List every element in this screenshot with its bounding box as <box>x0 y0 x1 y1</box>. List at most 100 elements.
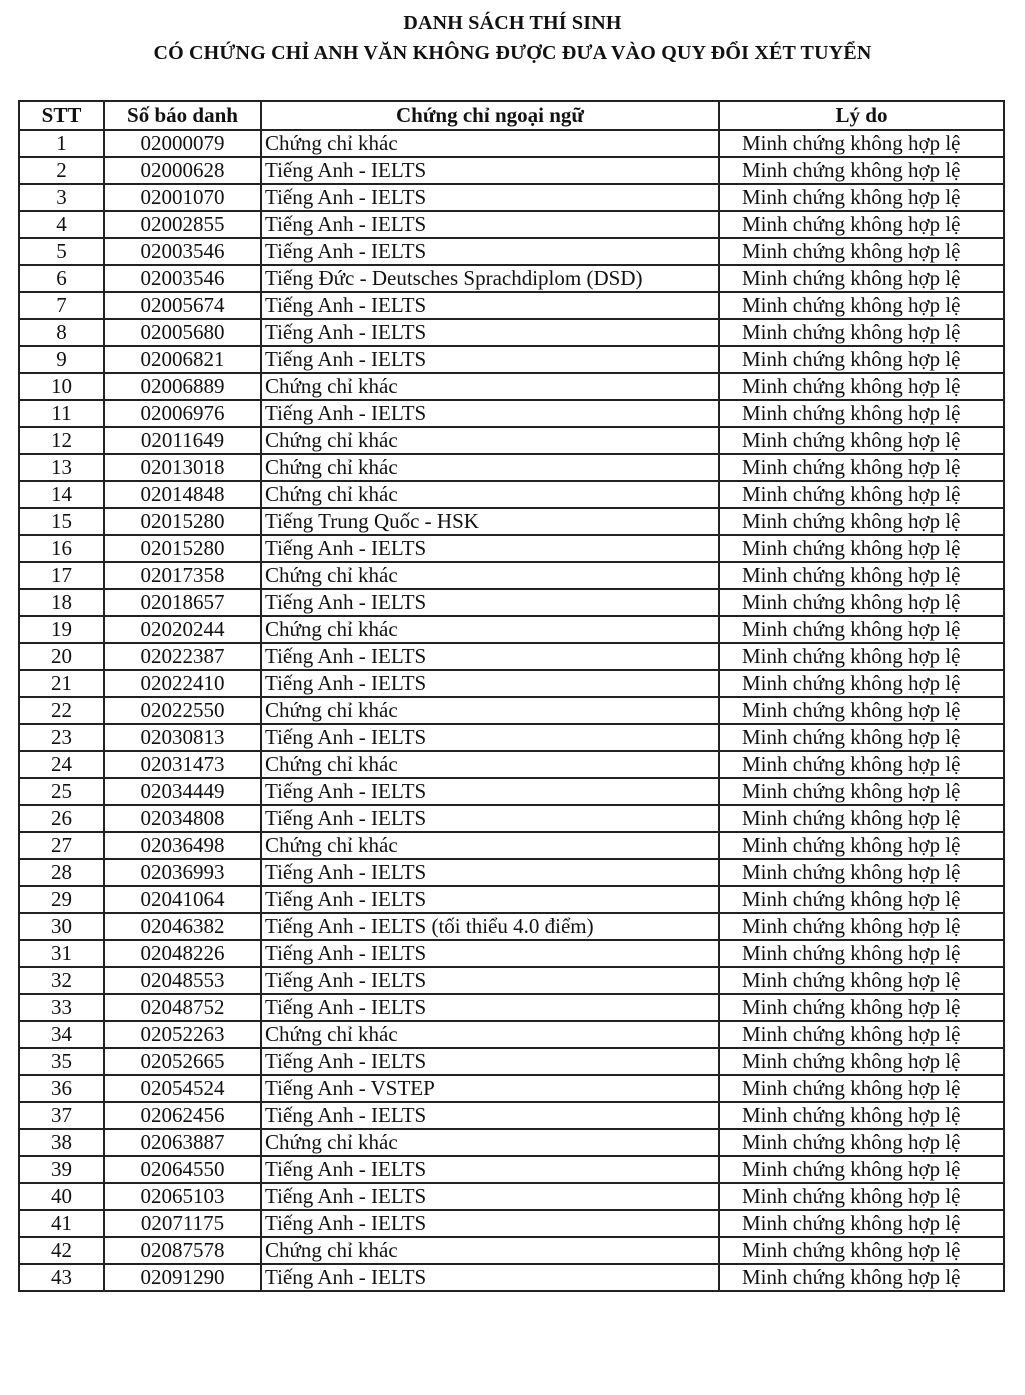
cell-registration-number: 02064550 <box>103 1155 262 1184</box>
table-row: 27 02036498 Chứng chỉ khác Minh chứng không… <box>18 831 1005 860</box>
table-row: 13 02013018 Chứng chỉ khác Minh chứng không… <box>18 453 1005 482</box>
document-subtitle: CÓ CHỨNG CHỈ ANH VĂN KHÔNG ĐƯỢC ĐƯA VÀO … <box>153 42 872 64</box>
cell-reason: Minh chứng không hợp lệ <box>718 723 1005 752</box>
cell-stt: 5 <box>18 237 105 266</box>
table-row: 19 02020244 Chứng chỉ khác Minh chứng không… <box>18 615 1005 644</box>
cell-registration-number: 02048752 <box>103 993 262 1022</box>
table-row: 24 02031473 Chứng chỉ khác Minh chứng không… <box>18 750 1005 779</box>
cell-stt: 2 <box>18 156 105 185</box>
cell-registration-number: 02001070 <box>103 183 262 212</box>
cell-certificate: Chứng chỉ khác <box>260 1020 720 1049</box>
cell-stt: 8 <box>18 318 105 347</box>
cell-registration-number: 02065103 <box>103 1182 262 1211</box>
cell-registration-number: 02048226 <box>103 939 262 968</box>
cell-stt: 39 <box>18 1155 105 1184</box>
candidate-table: STT Số báo danh Chứng chỉ ngoại ngữ Lý d… <box>18 100 1005 1292</box>
cell-certificate: Tiếng Anh - IELTS <box>260 183 720 212</box>
cell-certificate: Tiếng Anh - IELTS <box>260 1047 720 1076</box>
cell-registration-number: 02011649 <box>103 426 262 455</box>
cell-certificate: Tiếng Anh - IELTS <box>260 210 720 239</box>
cell-reason: Minh chứng không hợp lệ <box>718 264 1005 293</box>
cell-stt: 28 <box>18 858 105 887</box>
cell-registration-number: 02063887 <box>103 1128 262 1157</box>
cell-registration-number: 02005674 <box>103 291 262 320</box>
cell-reason: Minh chứng không hợp lệ <box>718 534 1005 563</box>
cell-stt: 26 <box>18 804 105 833</box>
cell-stt: 38 <box>18 1128 105 1157</box>
cell-certificate: Tiếng Trung Quốc - HSK <box>260 507 720 536</box>
cell-registration-number: 02006889 <box>103 372 262 401</box>
cell-registration-number: 02034449 <box>103 777 262 806</box>
table-row: 16 02015280 Tiếng Anh - IELTS Minh chứng kh… <box>18 534 1005 563</box>
table-row: 34 02052263 Chứng chỉ khác Minh chứng không… <box>18 1020 1005 1049</box>
cell-certificate: Tiếng Anh - IELTS <box>260 642 720 671</box>
cell-certificate: Tiếng Anh - IELTS <box>260 291 720 320</box>
cell-certificate: Tiếng Anh - IELTS <box>260 993 720 1022</box>
table-row: 29 02041064 Tiếng Anh - IELTS Minh chứng kh… <box>18 885 1005 914</box>
cell-stt: 9 <box>18 345 105 374</box>
table-row: 39 02064550 Tiếng Anh - IELTS Minh chứng kh… <box>18 1155 1005 1184</box>
table-row: 38 02063887 Chứng chỉ khác Minh chứng không… <box>18 1128 1005 1157</box>
cell-reason: Minh chứng không hợp lệ <box>718 993 1005 1022</box>
cell-stt: 29 <box>18 885 105 914</box>
cell-registration-number: 02022410 <box>103 669 262 698</box>
cell-registration-number: 02031473 <box>103 750 262 779</box>
table-row: 18 02018657 Tiếng Anh - IELTS Minh chứng kh… <box>18 588 1005 617</box>
table-row: 41 02071175 Tiếng Anh - IELTS Minh chứng kh… <box>18 1209 1005 1238</box>
cell-registration-number: 02062456 <box>103 1101 262 1130</box>
cell-reason: Minh chứng không hợp lệ <box>718 156 1005 185</box>
cell-certificate: Tiếng Anh - IELTS <box>260 723 720 752</box>
cell-stt: 32 <box>18 966 105 995</box>
header-certificate: Chứng chỉ ngoại ngữ <box>260 100 720 131</box>
table-row: 17 02017358 Chứng chỉ khác Minh chứng không… <box>18 561 1005 590</box>
cell-stt: 13 <box>18 453 105 482</box>
cell-reason: Minh chứng không hợp lệ <box>718 183 1005 212</box>
cell-certificate: Tiếng Anh - IELTS <box>260 156 720 185</box>
cell-reason: Minh chứng không hợp lệ <box>718 939 1005 968</box>
cell-registration-number: 02036993 <box>103 858 262 887</box>
cell-stt: 22 <box>18 696 105 725</box>
cell-stt: 16 <box>18 534 105 563</box>
cell-stt: 17 <box>18 561 105 590</box>
cell-certificate: Tiếng Anh - VSTEP <box>260 1074 720 1103</box>
cell-certificate: Chứng chỉ khác <box>260 129 720 158</box>
cell-reason: Minh chứng không hợp lệ <box>718 750 1005 779</box>
cell-registration-number: 02018657 <box>103 588 262 617</box>
header-reason: Lý do <box>718 100 1005 131</box>
cell-stt: 19 <box>18 615 105 644</box>
cell-reason: Minh chứng không hợp lệ <box>718 804 1005 833</box>
cell-reason: Minh chứng không hợp lệ <box>718 507 1005 536</box>
cell-registration-number: 02020244 <box>103 615 262 644</box>
cell-registration-number: 02013018 <box>103 453 262 482</box>
cell-stt: 12 <box>18 426 105 455</box>
cell-reason: Minh chứng không hợp lệ <box>718 210 1005 239</box>
cell-certificate: Tiếng Anh - IELTS <box>260 966 720 995</box>
cell-registration-number: 02000079 <box>103 129 262 158</box>
cell-stt: 24 <box>18 750 105 779</box>
cell-stt: 37 <box>18 1101 105 1130</box>
cell-registration-number: 02014848 <box>103 480 262 509</box>
cell-reason: Minh chứng không hợp lệ <box>718 426 1005 455</box>
cell-certificate: Chứng chỉ khác <box>260 831 720 860</box>
cell-certificate: Tiếng Anh - IELTS <box>260 534 720 563</box>
cell-reason: Minh chứng không hợp lệ <box>718 1074 1005 1103</box>
cell-reason: Minh chứng không hợp lệ <box>718 237 1005 266</box>
cell-registration-number: 02034808 <box>103 804 262 833</box>
cell-stt: 34 <box>18 1020 105 1049</box>
cell-registration-number: 02015280 <box>103 534 262 563</box>
table-row: 36 02054524 Tiếng Anh - VSTEP Minh chứng kh… <box>18 1074 1005 1103</box>
cell-stt: 14 <box>18 480 105 509</box>
cell-stt: 40 <box>18 1182 105 1211</box>
cell-certificate: Chứng chỉ khác <box>260 750 720 779</box>
cell-stt: 20 <box>18 642 105 671</box>
header-stt: STT <box>18 100 105 131</box>
cell-certificate: Tiếng Anh - IELTS <box>260 939 720 968</box>
cell-stt: 18 <box>18 588 105 617</box>
cell-stt: 4 <box>18 210 105 239</box>
cell-registration-number: 02003546 <box>103 264 262 293</box>
cell-stt: 31 <box>18 939 105 968</box>
table-row: 32 02048553 Tiếng Anh - IELTS Minh chứng kh… <box>18 966 1005 995</box>
cell-registration-number: 02091290 <box>103 1263 262 1292</box>
table-row: 26 02034808 Tiếng Anh - IELTS Minh chứng kh… <box>18 804 1005 833</box>
table-row: 28 02036993 Tiếng Anh - IELTS Minh chứng kh… <box>18 858 1005 887</box>
